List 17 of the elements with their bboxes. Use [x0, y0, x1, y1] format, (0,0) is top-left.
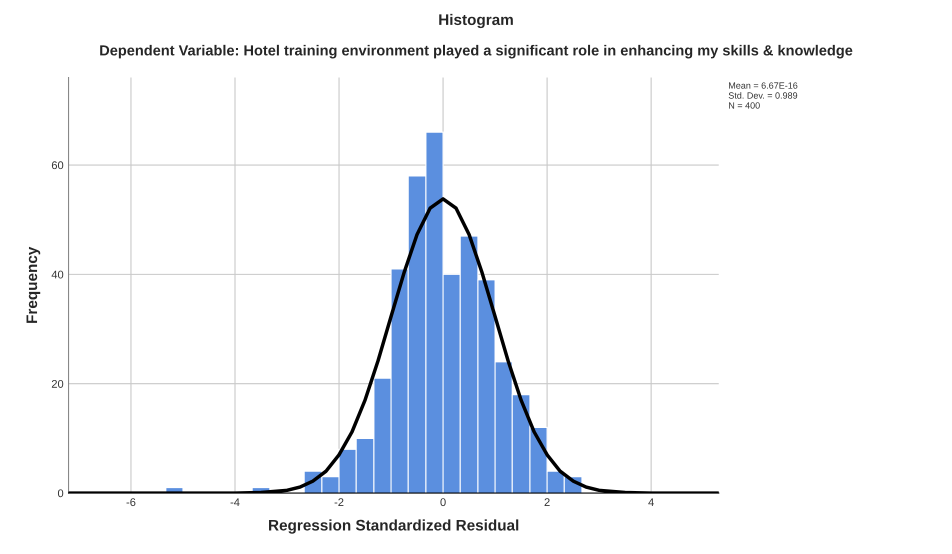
x-tick-label: -6	[126, 498, 136, 506]
text: Std. Dev. = 0.989	[728, 92, 798, 99]
x-axis-title: Regression Standardized Residual	[269, 519, 518, 534]
x-tick-label: -2	[334, 498, 344, 506]
y-axis-title: Frequency	[26, 246, 40, 323]
x-tick-label: 4	[648, 498, 654, 506]
y-tick-label: 60	[52, 161, 64, 170]
text: N = 400	[729, 102, 760, 109]
chart-title: Histogram	[439, 14, 513, 28]
x-tick-label: 0	[440, 498, 446, 506]
y-tick-label: 0	[58, 489, 64, 498]
y-tick-label: 20	[52, 380, 64, 388]
text: Mean = 6.67E-16	[729, 82, 798, 89]
chart-subtitle: Dependent Variable: Hotel training environment played a significant role in enhancing my skills & knowledge	[100, 44, 852, 58]
y-tick-label: 40	[52, 270, 64, 279]
x-tick-label: -4	[230, 498, 240, 506]
x-tick-label: 2	[544, 498, 550, 506]
